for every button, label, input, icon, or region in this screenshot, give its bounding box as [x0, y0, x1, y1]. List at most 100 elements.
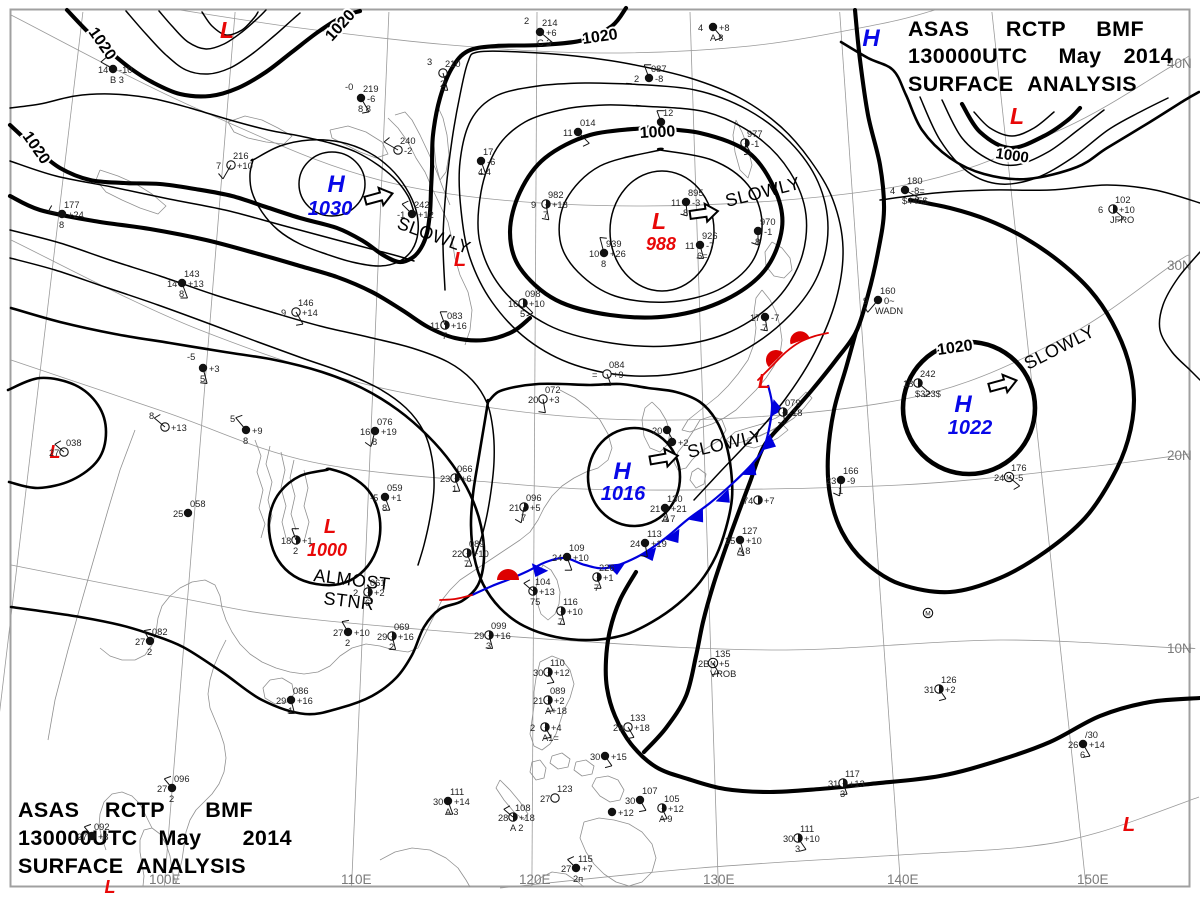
- svg-text:2: 2: [345, 638, 350, 648]
- svg-text:109: 109: [569, 543, 585, 553]
- svg-text:2: 2: [440, 79, 445, 89]
- svg-text:$323$: $323$: [915, 389, 942, 399]
- svg-text:216: 216: [233, 151, 249, 161]
- svg-text:8: 8: [372, 437, 377, 447]
- svg-text:895: 895: [688, 188, 704, 198]
- svg-text:-7: -7: [706, 241, 714, 251]
- svg-text:3: 3: [795, 844, 800, 854]
- svg-text:23: 23: [826, 476, 836, 486]
- svg-text:3: 3: [840, 789, 845, 799]
- svg-text:27: 27: [135, 637, 145, 647]
- svg-text:26: 26: [1068, 740, 1078, 750]
- svg-text:089: 089: [550, 686, 566, 696]
- svg-text:11: 11: [430, 321, 440, 331]
- svg-text:+14: +14: [302, 308, 318, 318]
- svg-text:066: 066: [457, 464, 473, 474]
- svg-text:11: 11: [563, 128, 573, 138]
- svg-text:+10: +10: [567, 607, 583, 617]
- svg-text:126: 126: [941, 675, 957, 685]
- svg-text:5: 5: [520, 309, 525, 319]
- svg-text:$445$: $445$: [902, 196, 929, 206]
- svg-text:21: 21: [533, 696, 543, 706]
- svg-text:135: 135: [715, 649, 731, 659]
- svg-text:8: 8: [601, 259, 606, 269]
- svg-text:1000: 1000: [307, 540, 347, 560]
- svg-text:24: 24: [994, 473, 1004, 483]
- svg-text:2п: 2п: [573, 874, 583, 884]
- svg-text:038: 038: [66, 438, 82, 448]
- svg-text:-6: -6: [367, 94, 375, 104]
- svg-text:096: 096: [174, 774, 190, 784]
- svg-text:30: 30: [433, 797, 443, 807]
- svg-text:+18: +18: [519, 813, 535, 823]
- svg-text:116: 116: [563, 597, 578, 607]
- svg-text:+18: +18: [634, 723, 650, 733]
- svg-text:+7: +7: [582, 864, 593, 874]
- svg-text:9: 9: [863, 296, 868, 306]
- svg-text:096: 096: [526, 493, 542, 503]
- svg-text:ANALYSIS: ANALYSIS: [1027, 72, 1137, 96]
- svg-text:30: 30: [783, 834, 793, 844]
- svg-text:+16: +16: [495, 631, 511, 641]
- svg-text:105: 105: [664, 794, 680, 804]
- svg-text:+14: +14: [1089, 740, 1105, 750]
- svg-text:L: L: [50, 442, 61, 462]
- svg-text:ASAS: ASAS: [18, 798, 79, 822]
- svg-text:H: H: [327, 171, 345, 198]
- svg-text:74: 74: [743, 496, 753, 506]
- svg-text:+18: +18: [552, 200, 568, 210]
- svg-text:-2: -2: [404, 146, 412, 156]
- svg-text:A 3: A 3: [445, 807, 458, 817]
- svg-text:104: 104: [535, 577, 551, 587]
- svg-text:+6: +6: [546, 28, 557, 38]
- svg-text:7: 7: [216, 161, 221, 171]
- svg-text:29: 29: [474, 631, 484, 641]
- svg-text:2B: 2B: [698, 659, 709, 669]
- svg-text:2: 2: [530, 723, 535, 733]
- svg-text:A 9: A 9: [659, 814, 672, 824]
- svg-text:108: 108: [515, 803, 531, 813]
- svg-text:+1: +1: [302, 536, 313, 546]
- svg-text:L: L: [454, 249, 466, 271]
- svg-text:L: L: [324, 516, 336, 538]
- svg-text:219: 219: [363, 84, 379, 94]
- svg-text:+10: +10: [237, 161, 253, 171]
- svg-text:+13: +13: [171, 423, 187, 433]
- svg-text:24: 24: [630, 539, 640, 549]
- svg-text:926: 926: [702, 231, 718, 241]
- svg-text:098: 098: [525, 289, 541, 299]
- svg-text:20N: 20N: [1167, 448, 1192, 463]
- svg-text:-8: -8: [655, 74, 663, 84]
- svg-text:2014: 2014: [243, 826, 292, 850]
- svg-text:177: 177: [64, 200, 80, 210]
- svg-text:226: 226: [599, 563, 615, 573]
- svg-text:+2: +2: [554, 696, 565, 706]
- svg-text:-8=: -8=: [911, 186, 925, 196]
- svg-text:240: 240: [400, 136, 416, 146]
- svg-text:1022: 1022: [948, 417, 993, 439]
- svg-text:7.: 7.: [558, 617, 566, 627]
- svg-text:17: 17: [750, 313, 760, 323]
- svg-text:2: 2: [169, 794, 174, 804]
- svg-text:110: 110: [550, 658, 565, 668]
- svg-text:21: 21: [509, 503, 519, 513]
- svg-text:H: H: [862, 25, 880, 52]
- svg-text:ASAS: ASAS: [908, 17, 969, 41]
- svg-text:214: 214: [542, 18, 558, 28]
- svg-text:+12: +12: [668, 804, 684, 814]
- svg-text:-5: -5: [370, 493, 378, 503]
- svg-text:29: 29: [276, 696, 286, 706]
- svg-text:084: 084: [609, 360, 625, 370]
- svg-text:9: 9: [531, 200, 536, 210]
- svg-text:2: 2: [293, 546, 298, 556]
- svg-text:17: 17: [483, 147, 493, 157]
- svg-text:133: 133: [630, 713, 646, 723]
- svg-text:8: 8: [149, 411, 154, 421]
- svg-text:2: 2: [353, 588, 358, 598]
- svg-text:+15: +15: [611, 752, 627, 762]
- svg-text:+10: +10: [804, 834, 820, 844]
- svg-text:RCTP: RCTP: [1006, 17, 1066, 41]
- svg-text:242: 242: [920, 369, 936, 379]
- svg-text:069: 069: [394, 622, 410, 632]
- svg-text:5: 5: [230, 414, 235, 424]
